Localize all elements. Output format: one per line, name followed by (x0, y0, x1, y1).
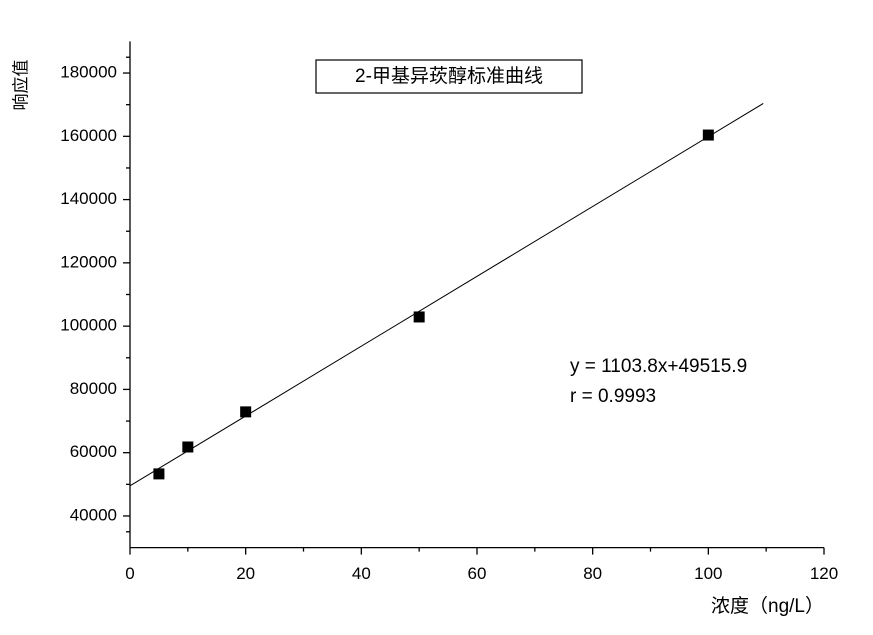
data-point (413, 311, 425, 323)
x-tick-label: 60 (468, 564, 487, 583)
x-axis-label: 浓度（ng/L） (711, 595, 824, 617)
chart-title: 2-甲基异莰醇标准曲线 (355, 65, 543, 87)
y-tick-label: 120000 (60, 252, 117, 271)
data-point (182, 441, 194, 453)
x-tick-label: 40 (352, 564, 371, 583)
y-tick-label: 80000 (70, 379, 117, 398)
y-tick-label: 180000 (60, 63, 117, 82)
data-point (240, 406, 252, 418)
y-tick-label: 160000 (60, 126, 117, 145)
x-tick-label: 0 (125, 564, 134, 583)
x-tick-label: 20 (236, 564, 255, 583)
x-tick-label: 80 (583, 564, 602, 583)
r-value: r = 0.9993 (570, 386, 656, 407)
y-axis-label: 响应值 (11, 60, 30, 111)
y-tick-label: 140000 (60, 189, 117, 208)
data-point (702, 129, 714, 141)
y-tick-label: 100000 (60, 316, 117, 335)
title-box (315, 59, 583, 94)
y-tick-label: 60000 (70, 442, 117, 461)
fit-line (129, 103, 764, 487)
data-point (153, 468, 165, 480)
y-tick-label: 40000 (70, 505, 117, 524)
x-tick-label: 100 (694, 564, 722, 583)
x-tick-label: 120 (810, 564, 838, 583)
equation: y = 1103.8x+49515.9 (570, 356, 747, 377)
